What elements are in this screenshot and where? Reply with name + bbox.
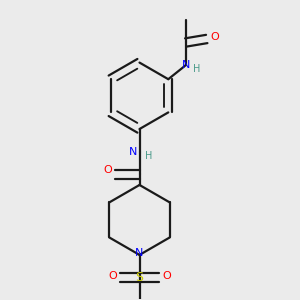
Text: O: O bbox=[108, 271, 117, 281]
Text: S: S bbox=[136, 271, 143, 284]
Text: H: H bbox=[145, 151, 152, 161]
Text: H: H bbox=[193, 64, 201, 74]
Text: O: O bbox=[162, 271, 171, 281]
Text: N: N bbox=[182, 60, 190, 70]
Text: N: N bbox=[135, 248, 144, 258]
Text: N: N bbox=[129, 147, 137, 157]
Text: O: O bbox=[103, 165, 112, 175]
Text: O: O bbox=[210, 32, 219, 42]
